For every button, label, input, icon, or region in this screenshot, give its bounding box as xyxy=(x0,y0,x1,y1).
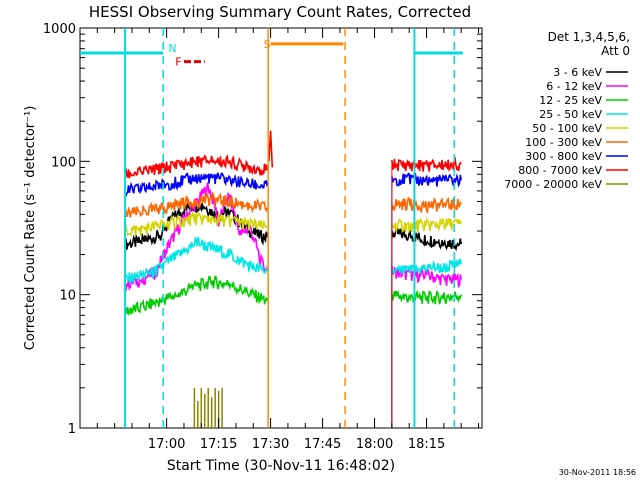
series-line-2 xyxy=(124,182,268,292)
data-series-layer xyxy=(124,130,462,428)
series-line-3 xyxy=(391,289,462,305)
marker-layer: N S F xyxy=(80,28,463,428)
saa-marker-label: S xyxy=(264,38,271,51)
legend-entry-label: 6 - 12 keV xyxy=(546,80,602,93)
legend-title-line-2: Att 0 xyxy=(601,44,630,58)
legend-entry-label: 50 - 100 keV xyxy=(532,122,602,135)
legend-entry-label: 300 - 800 keV xyxy=(525,150,602,163)
x-tick-label: 17:15 xyxy=(200,437,237,452)
series-line-3 xyxy=(124,274,268,316)
series-line-8 xyxy=(391,156,462,172)
y-axis-label: Corrected Count Rate (s⁻¹ detector⁻¹) xyxy=(23,106,38,351)
series-line-8 xyxy=(124,154,268,179)
y-tick-label: 10 xyxy=(59,289,76,304)
series-line-6 xyxy=(391,196,462,214)
flare-marker-label: F xyxy=(175,56,181,69)
y-tick-label: 100 xyxy=(51,155,76,170)
series-line-5 xyxy=(391,216,462,234)
legend-entry-label: 7000 - 20000 keV xyxy=(504,178,602,191)
series-line-4 xyxy=(124,236,268,285)
x-tick-label: 17:30 xyxy=(252,437,289,452)
x-tick-label: 18:00 xyxy=(356,437,393,452)
series-line-5 xyxy=(124,210,268,237)
legend-entry-label: 100 - 300 keV xyxy=(525,136,602,149)
chart-title: HESSI Observing Summary Count Rates, Cor… xyxy=(89,3,471,21)
axis-layer: 1 10 100 1000 17:00 17:15 17:30 17:45 18:00 18:15 xyxy=(43,22,482,452)
legend-entry-label: 25 - 50 keV xyxy=(539,108,602,121)
legend-title-line-1: Det 1,3,4,5,6, xyxy=(548,30,630,44)
series-line-6 xyxy=(124,191,268,218)
x-tick-label: 17:00 xyxy=(148,437,185,452)
legend-entry-label: 800 - 7000 keV xyxy=(518,164,602,177)
series-line-7 xyxy=(124,172,268,199)
flare-spike xyxy=(268,130,274,168)
plot-frame xyxy=(79,27,483,429)
night-marker-label: N xyxy=(168,42,176,55)
footer-timestamp: 30-Nov-2011 18:56 xyxy=(559,468,636,477)
series-line-4 xyxy=(391,258,462,275)
x-tick-label: 17:45 xyxy=(304,437,341,452)
x-tick-label: 18:15 xyxy=(408,437,445,452)
x-axis-label: Start Time (30-Nov-11 16:48:02) xyxy=(167,458,395,474)
series-line-7 xyxy=(391,172,462,188)
y-tick-label: 1 xyxy=(68,422,76,437)
y-tick-label: 1000 xyxy=(43,22,76,37)
legend-entry-label: 3 - 6 keV xyxy=(553,66,602,79)
legend-entry-label: 12 - 25 keV xyxy=(539,94,602,107)
